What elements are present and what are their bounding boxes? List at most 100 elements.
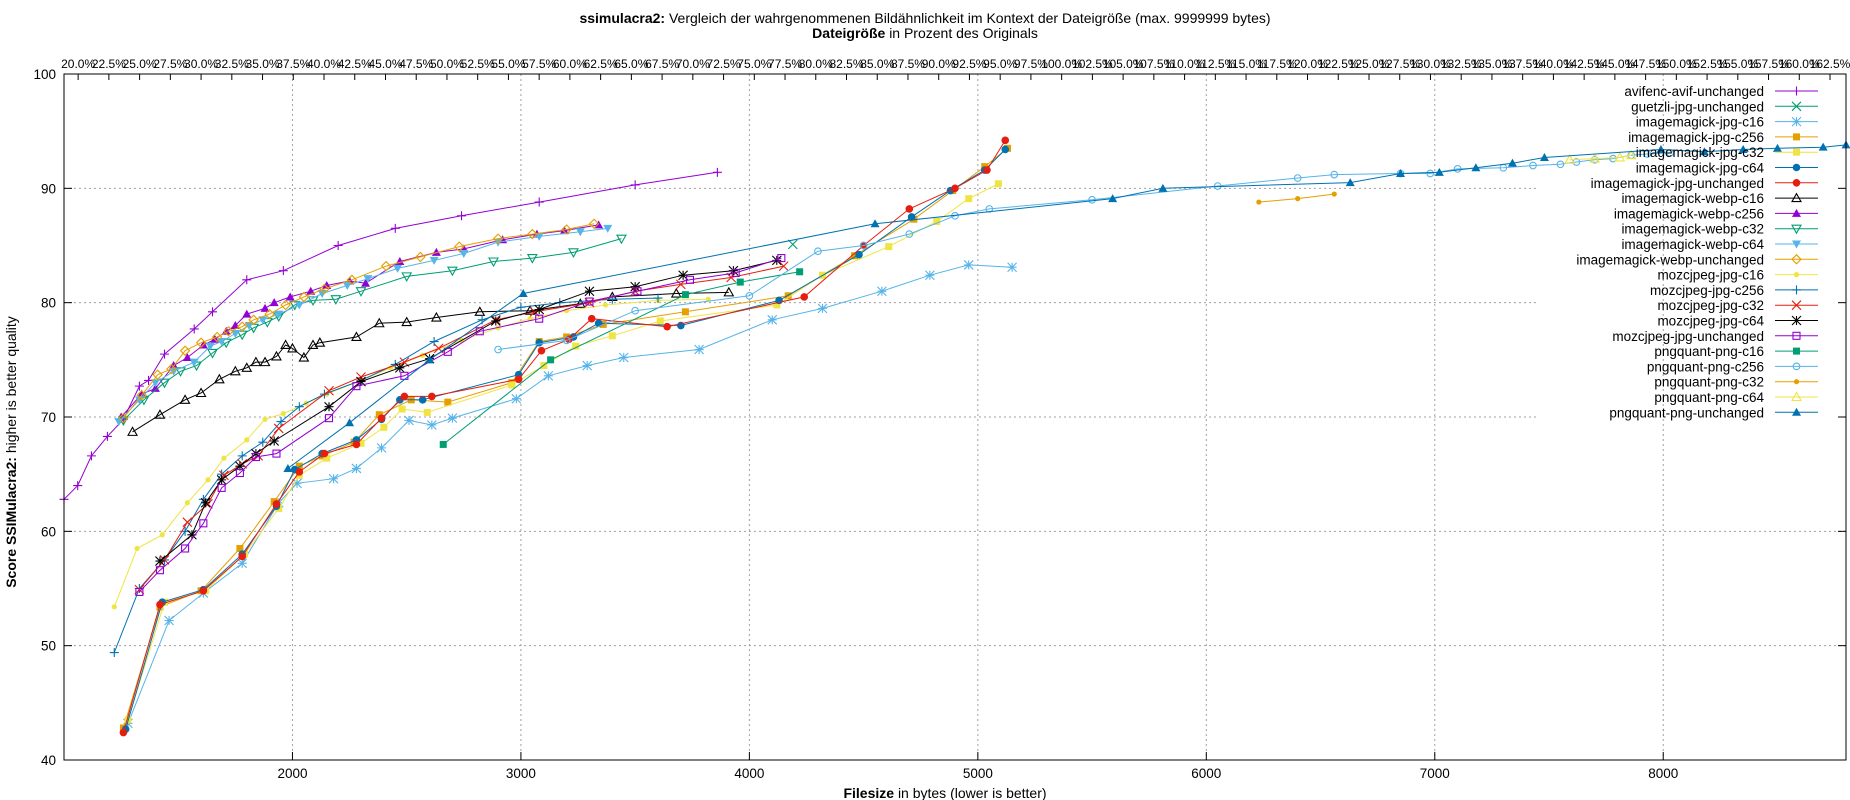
data-point: [1529, 161, 1537, 170]
data-point: [237, 451, 247, 461]
data-point: [217, 338, 227, 347]
legend-marker: [1793, 148, 1800, 156]
data-point: [320, 449, 329, 458]
data-point: [1507, 158, 1517, 167]
legend-entry: imagemagick-webp-c16: [1621, 191, 1818, 206]
data-point: [164, 615, 174, 626]
data-point: [258, 437, 268, 447]
legend-marker: [1792, 331, 1801, 340]
legend-label: imagemagick-webp-c32: [1621, 222, 1764, 237]
x2-tick-label: 72.5%: [707, 57, 741, 71]
data-point: [295, 462, 303, 470]
legend-entry: imagemagick-jpg-c16: [1636, 115, 1818, 130]
data-point: [259, 356, 271, 367]
data-point: [380, 423, 388, 431]
data-point: [238, 552, 246, 561]
data-point: [398, 405, 406, 413]
x2-tick-label: 127.5%: [1379, 57, 1420, 71]
data-point: [561, 224, 572, 235]
x2-tick-label: 155.0%: [1717, 57, 1758, 71]
data-point: [423, 408, 431, 416]
legend-marker: [1793, 379, 1800, 385]
data-point: [295, 468, 304, 476]
data-point: [582, 360, 593, 371]
data-point: [213, 373, 225, 384]
x2-tick-label: 80.0%: [799, 57, 833, 71]
y-tick-label: 70: [41, 410, 56, 425]
legend-entry: imagemagick-webp-c32: [1621, 222, 1818, 237]
data-point: [712, 167, 722, 177]
series-imagemagick-jpg-unchanged: [119, 136, 1010, 737]
x2-tick-label: 157.5%: [1748, 57, 1789, 71]
x2-tick-label: 160.0%: [1779, 57, 1820, 71]
legend-entry: imagemagick-webp-c256: [1614, 206, 1818, 221]
data-point: [516, 302, 526, 312]
data-point: [393, 264, 403, 273]
data-point: [134, 381, 144, 391]
data-point: [73, 481, 83, 491]
series-pngquant-png-c32: [1256, 191, 1337, 205]
data-point: [1293, 174, 1302, 182]
legend-entry: imagemagick-jpg-c32: [1636, 145, 1818, 160]
data-point: [584, 286, 595, 297]
data-point: [357, 439, 365, 447]
legend-label: mozcjpeg-jpg-unchanged: [1612, 329, 1764, 344]
x2-tick-label: 115.0%: [1226, 57, 1266, 71]
data-point: [633, 287, 642, 296]
data-point: [323, 454, 331, 462]
data-point: [1625, 149, 1637, 160]
data-point: [159, 378, 170, 389]
series-line: [498, 152, 1671, 350]
data-point: [356, 372, 366, 382]
legend-label: pngquant-png-c256: [1647, 359, 1764, 374]
data-point: [285, 292, 295, 301]
x2-tick-label: 117.5%: [1257, 57, 1297, 71]
legend-label: imagemagick-jpg-c256: [1628, 130, 1764, 145]
data-point: [236, 544, 244, 552]
series-imagemagick-webp-unchanged: [118, 218, 600, 424]
data-point: [933, 217, 941, 225]
series-line: [122, 140, 1006, 733]
data-point: [150, 383, 160, 392]
data-point: [685, 275, 695, 284]
data-point: [511, 393, 522, 404]
data-point: [351, 463, 362, 474]
data-point: [251, 452, 260, 462]
data-point: [144, 375, 154, 385]
x2-tick-label: 67.5%: [645, 57, 679, 71]
y-tick-label: 60: [41, 524, 56, 539]
x2-tick-label: 77.5%: [768, 57, 802, 71]
x2-tick-label: 82.5%: [829, 57, 863, 71]
data-point: [195, 387, 207, 398]
data-point: [773, 301, 781, 309]
legend-entry: guetzli-jpg-unchanged: [1631, 99, 1818, 114]
data-point: [574, 298, 586, 308]
series-imagemagick-jpg-c16: [123, 260, 1018, 729]
x-tick-label: 7000: [1420, 766, 1450, 781]
data-point: [446, 266, 458, 277]
data-point: [155, 556, 165, 566]
data-point: [534, 304, 545, 315]
x2-tick-label: 65.0%: [614, 57, 648, 71]
data-point: [1539, 152, 1549, 161]
data-point: [400, 392, 409, 401]
data-point: [156, 600, 164, 609]
data-point: [283, 463, 293, 472]
data-point: [135, 587, 144, 596]
data-point: [817, 303, 828, 314]
x2-tick-label: 37.5%: [276, 57, 310, 71]
data-point: [330, 295, 342, 305]
data-point: [271, 350, 282, 361]
x2-tick-label: 85.0%: [860, 57, 894, 71]
data-point: [1108, 194, 1118, 203]
data-point: [488, 257, 499, 268]
data-point: [181, 544, 190, 553]
data-point: [236, 321, 248, 332]
data-point: [352, 440, 361, 449]
legend-marker: [1792, 407, 1801, 416]
legend-entry: imagemagick-jpg-c256: [1628, 130, 1818, 145]
legend-label: imagemagick-jpg-c32: [1636, 145, 1764, 160]
data-point: [216, 474, 227, 485]
x2-tick-label: 152.5%: [1687, 57, 1728, 71]
data-point: [951, 184, 959, 193]
